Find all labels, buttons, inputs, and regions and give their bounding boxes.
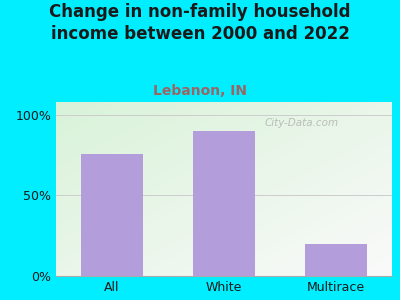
Bar xyxy=(193,131,255,276)
Text: City-Data.com: City-Data.com xyxy=(264,118,338,128)
Text: Change in non-family household
income between 2000 and 2022: Change in non-family household income be… xyxy=(49,3,351,43)
Bar xyxy=(305,244,367,276)
Text: Lebanon, IN: Lebanon, IN xyxy=(153,84,247,98)
Bar xyxy=(81,154,143,276)
